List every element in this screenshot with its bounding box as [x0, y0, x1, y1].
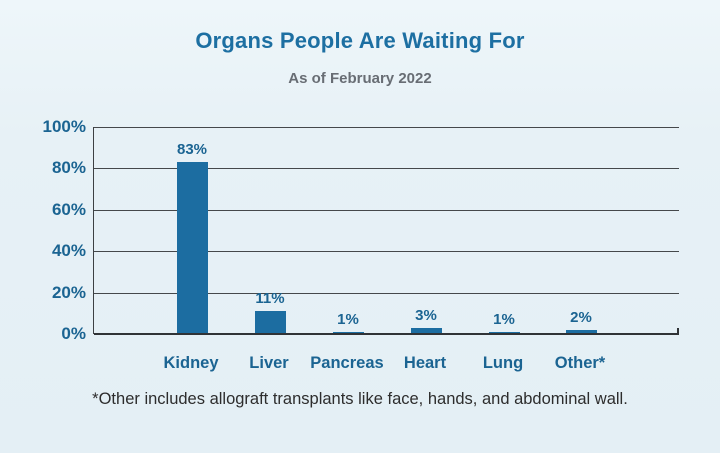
category-label-heart: Heart: [403, 354, 447, 372]
category-label-kidney: Kidney: [163, 354, 219, 372]
y-tick-label-40pct: 40%: [51, 241, 86, 261]
bar-pancreas: [332, 331, 364, 334]
value-label-liver: 11%: [255, 290, 285, 308]
bar-liver: [254, 311, 286, 334]
category-label-pancreas: Pancreas: [310, 354, 384, 372]
value-label-pancreas: 1%: [337, 310, 359, 328]
y-tick-label-80pct: 80%: [51, 158, 86, 178]
category-label-lung: Lung: [482, 354, 524, 372]
x-axis-line: [94, 333, 679, 335]
y-tick-label-20pct: 20%: [51, 282, 86, 302]
bar-kidney: [176, 162, 208, 334]
value-label-kidney: 83%: [176, 141, 208, 159]
gridline-60%: [94, 209, 679, 211]
bar-heart: [410, 327, 442, 334]
footnote: *Other includes allograft transplants li…: [92, 390, 628, 408]
y-tick-label-0pct: 0%: [61, 324, 86, 343]
bar-lung: [488, 331, 520, 334]
value-label-other: 2%: [570, 308, 592, 326]
x-axis-end-tick: [677, 328, 679, 334]
category-label-liver: Liver: [249, 354, 289, 372]
gridline-40%: [94, 251, 679, 253]
chart-title: Organs People Are Waiting For: [195, 28, 525, 53]
gridline-100%: [94, 127, 679, 128]
gridline-20%: [94, 292, 679, 294]
y-tick-label-60pct: 60%: [51, 199, 86, 219]
chart-subtitle: As of February 2022: [288, 70, 432, 87]
value-label-heart: 3%: [415, 306, 437, 324]
category-label-other: Other*: [554, 354, 606, 372]
bar-other: [565, 329, 597, 334]
gridline-80%: [94, 168, 679, 170]
value-label-lung: 1%: [493, 310, 515, 328]
y-tick-label-100pct: 100%: [42, 117, 86, 136]
plot-area: 83% 11% 1% 3% 1% 2%: [93, 127, 679, 335]
